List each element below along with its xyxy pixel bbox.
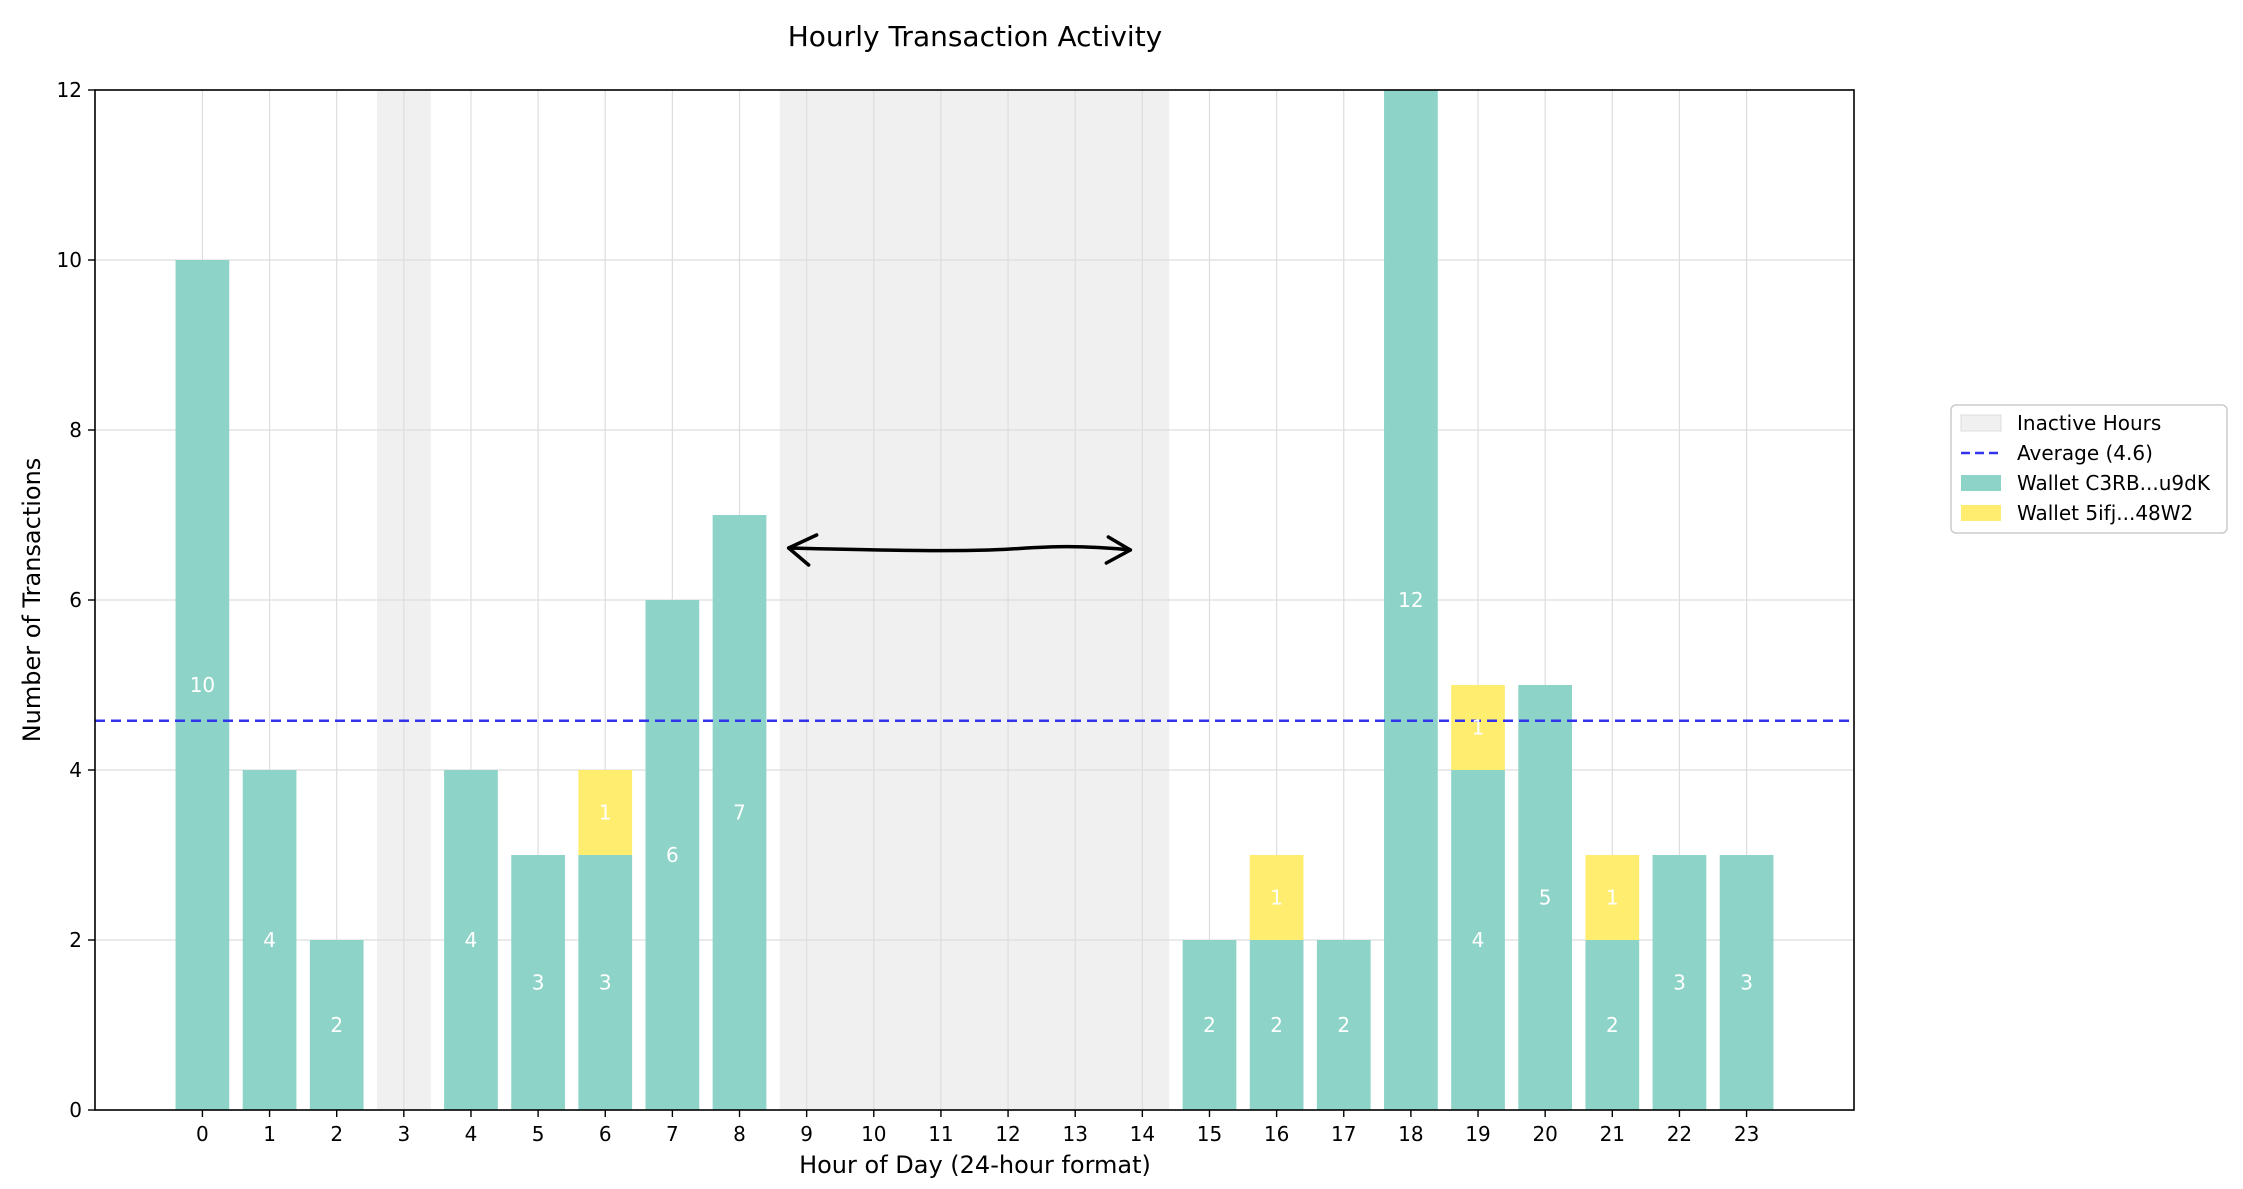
y-tick-label-0: 0: [69, 1098, 82, 1122]
bar-label-c3rb-hour-19: 4: [1472, 928, 1485, 952]
double-arrow-left-head: [786, 533, 819, 567]
bars-layer: [175, 90, 1774, 1110]
x-tick-label-6: 6: [599, 1122, 612, 1146]
x-tick-label-3: 3: [397, 1122, 410, 1146]
bar-c3rb-hour-8: [712, 515, 767, 1110]
bar-c3rb-hour-22: [1652, 855, 1707, 1110]
bar-label-c3rb-hour-5: 3: [532, 971, 545, 995]
x-tick-label-16: 16: [1264, 1122, 1289, 1146]
bar-c3rb-hour-0: [175, 260, 230, 1110]
bar-label-c3rb-hour-4: 4: [465, 928, 478, 952]
bar-label-c3rb-hour-23: 3: [1740, 971, 1753, 995]
y-tick-label-8: 8: [69, 418, 82, 442]
x-tick-label-14: 14: [1130, 1122, 1155, 1146]
bar-label-5ifj-hour-21: 1: [1606, 886, 1619, 910]
bar-c3rb-hour-2: [309, 940, 364, 1110]
y-tick-label-2: 2: [69, 928, 82, 952]
legend-label-wallet-c3rb: Wallet C3RB...u9dK: [2017, 471, 2211, 495]
ticks-layer: 0 1 2 3 4 5 6 7 8 9 10 11 12 13 14 15 16 17 18 19 20 21 22 2302…: [57, 78, 1760, 1146]
y-tick-label-6: 6: [69, 588, 82, 612]
x-axis-label: Hour of Day (24-hour format): [799, 1151, 1151, 1179]
x-tick-label-23: 23: [1734, 1122, 1759, 1146]
x-tick-label-2: 2: [330, 1122, 343, 1146]
x-tick-label-1: 1: [263, 1122, 276, 1146]
bar-c3rb-hour-19: [1451, 770, 1505, 1110]
bar-label-c3rb-hour-7: 6: [666, 843, 679, 867]
bar-c3rb-hour-21: [1585, 940, 1640, 1110]
bar-label-5ifj-hour-6: 1: [599, 801, 612, 825]
bar-label-c3rb-hour-16: 2: [1270, 1013, 1283, 1037]
x-tick-label-21: 21: [1600, 1122, 1625, 1146]
bar-label-c3rb-hour-21: 2: [1606, 1013, 1619, 1037]
bar-c3rb-hour-16: [1249, 940, 1304, 1110]
bar-label-c3rb-hour-6: 3: [599, 971, 612, 995]
bar-label-c3rb-hour-17: 2: [1337, 1013, 1350, 1037]
bar-label-c3rb-hour-8: 7: [733, 801, 746, 825]
double-arrow-shaft: [786, 544, 1133, 553]
bar-c3rb-hour-18: [1384, 90, 1438, 1110]
x-tick-label-12: 12: [995, 1122, 1020, 1146]
bar-label-5ifj-hour-16: 1: [1270, 886, 1283, 910]
legend-frame: [1950, 404, 2228, 534]
bar-5ifj-hour-19: [1451, 685, 1505, 770]
legend: Inactive Hours Average (4.6) Wallet C3RB…: [1950, 404, 2228, 534]
bar-c3rb-hour-23: [1719, 855, 1774, 1110]
x-tick-label-11: 11: [928, 1122, 953, 1146]
bar-label-c3rb-hour-1: 4: [263, 928, 276, 952]
bar-c3rb-hour-17: [1316, 940, 1371, 1110]
x-tick-label-18: 18: [1398, 1122, 1423, 1146]
x-tick-label-5: 5: [532, 1122, 545, 1146]
bar-c3rb-hour-4: [444, 770, 498, 1110]
legend-label-average: Average (4.6): [2017, 441, 2153, 465]
bar-c3rb-hour-20: [1518, 685, 1573, 1110]
bar-label-c3rb-hour-18: 12: [1398, 588, 1423, 612]
bar-c3rb-hour-5: [511, 855, 565, 1110]
legend-label-wallet-5ifj: Wallet 5ifj...48W2: [2017, 501, 2193, 525]
x-tick-label-4: 4: [465, 1122, 478, 1146]
x-tick-label-22: 22: [1667, 1122, 1692, 1146]
bar-5ifj-hour-16: [1249, 855, 1304, 940]
bar-label-c3rb-hour-15: 2: [1203, 1013, 1216, 1037]
x-tick-label-20: 20: [1532, 1122, 1557, 1146]
bar-label-c3rb-hour-0: 10: [190, 673, 215, 697]
x-tick-label-13: 13: [1062, 1122, 1087, 1146]
y-axis-label: Number of Transactions: [18, 458, 46, 743]
y-tick-label-10: 10: [57, 248, 82, 272]
x-tick-label-9: 9: [800, 1122, 813, 1146]
x-tick-label-19: 19: [1465, 1122, 1490, 1146]
legend-label-inactive: Inactive Hours: [2017, 411, 2161, 435]
bar-5ifj-hour-21: [1585, 855, 1640, 940]
bar-c3rb-hour-6: [578, 855, 633, 1110]
x-tick-label-10: 10: [861, 1122, 886, 1146]
x-tick-label-8: 8: [733, 1122, 746, 1146]
double-arrow-right-head: [1104, 535, 1133, 565]
bar-label-c3rb-hour-20: 5: [1539, 886, 1552, 910]
x-tick-label-15: 15: [1197, 1122, 1222, 1146]
bar-label-5ifj-hour-19: 1: [1472, 716, 1485, 740]
y-tick-label-4: 4: [69, 758, 82, 782]
y-tick-label-12: 12: [57, 78, 82, 102]
annotation-layer: [786, 533, 1133, 567]
x-tick-label-17: 17: [1331, 1122, 1356, 1146]
bar-5ifj-hour-6: [578, 770, 633, 855]
bar-label-c3rb-hour-2: 2: [330, 1013, 343, 1037]
bar-label-c3rb-hour-22: 3: [1673, 971, 1686, 995]
legend-swatch-wallet-c3rb: [1961, 475, 2001, 491]
legend-swatch-inactive: [1960, 414, 2002, 432]
bar-c3rb-hour-1: [242, 770, 297, 1110]
legend-swatch-wallet-5ifj: [1961, 505, 2001, 521]
chart-title: Hourly Transaction Activity: [788, 20, 1163, 53]
x-tick-label-7: 7: [666, 1122, 679, 1146]
bar-c3rb-hour-7: [645, 600, 700, 1110]
x-tick-label-0: 0: [196, 1122, 209, 1146]
bar-c3rb-hour-15: [1182, 940, 1237, 1110]
